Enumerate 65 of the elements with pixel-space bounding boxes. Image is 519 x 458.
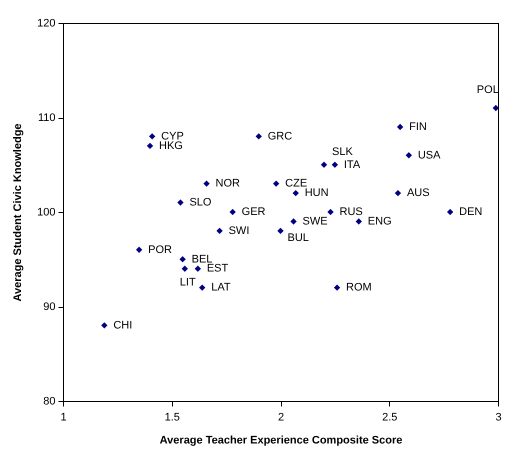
- point: [394, 190, 402, 196]
- point: [396, 124, 404, 130]
- annotation: SLK: [332, 146, 354, 158]
- annotation: BUL: [288, 232, 309, 244]
- point: [446, 208, 454, 216]
- annotation: CYP: [161, 130, 184, 142]
- point: [101, 322, 108, 329]
- y-tick-label: 80: [43, 396, 56, 408]
- x-tick-label: 1: [60, 412, 67, 424]
- y-axis-title: Average Student Civic Knowledge: [12, 123, 24, 302]
- annotation: FIN: [409, 120, 427, 133]
- point: [216, 228, 223, 234]
- annotation: POR: [148, 244, 172, 256]
- y-tick-label: 110: [38, 112, 56, 124]
- point: [194, 266, 202, 272]
- annotation: POL: [476, 84, 499, 96]
- annotation: EST: [206, 262, 229, 275]
- point: [146, 142, 154, 150]
- x-tick-label: 2: [278, 412, 284, 424]
- annotation: HUN: [304, 187, 329, 200]
- point: [256, 133, 262, 140]
- x-tick-label: 1.5: [164, 412, 180, 424]
- point: [292, 190, 299, 196]
- annotation: ITA: [344, 158, 361, 171]
- point: [229, 208, 236, 216]
- annotation: HKG: [159, 140, 183, 152]
- point: [272, 180, 280, 187]
- point: [179, 256, 186, 262]
- y-tick-label: 100: [37, 206, 56, 218]
- annotation: AUS: [406, 187, 430, 200]
- y-tick-label: 90: [43, 301, 56, 313]
- point: [334, 284, 340, 291]
- x-tick-label: 2.5: [382, 412, 398, 424]
- point: [149, 133, 156, 140]
- point: [356, 218, 362, 225]
- annotation: SWE: [302, 215, 328, 228]
- point: [177, 199, 184, 206]
- annotation: ENG: [368, 215, 392, 228]
- annotation: NOR: [216, 178, 240, 190]
- annotation: GER: [242, 206, 266, 218]
- point: [136, 246, 142, 253]
- annotation: CZE: [285, 178, 308, 190]
- annotation: DEN: [459, 206, 482, 218]
- x-axis-title: Average Teacher Experience Composite Score: [160, 434, 402, 446]
- point: [492, 104, 499, 112]
- point: [182, 266, 188, 272]
- point: [332, 162, 338, 168]
- point: [327, 208, 334, 216]
- annotation: LIT: [180, 276, 196, 289]
- annotation: RUS: [340, 206, 363, 218]
- point: [290, 218, 297, 225]
- point: [203, 180, 210, 187]
- point: [406, 152, 412, 158]
- annotation: GRC: [268, 130, 292, 142]
- point: [199, 284, 206, 291]
- annotation: ROM: [346, 282, 372, 294]
- annotation: SWI: [228, 224, 250, 237]
- point: [277, 228, 284, 234]
- annotation: USA: [418, 149, 442, 162]
- annotation: LAT: [211, 282, 231, 294]
- y-tick-label: 120: [37, 18, 56, 30]
- annotation: CHI: [113, 319, 132, 332]
- x-tick-label: 3: [495, 412, 502, 424]
- annotation: SLO: [189, 196, 212, 209]
- point: [320, 162, 328, 168]
